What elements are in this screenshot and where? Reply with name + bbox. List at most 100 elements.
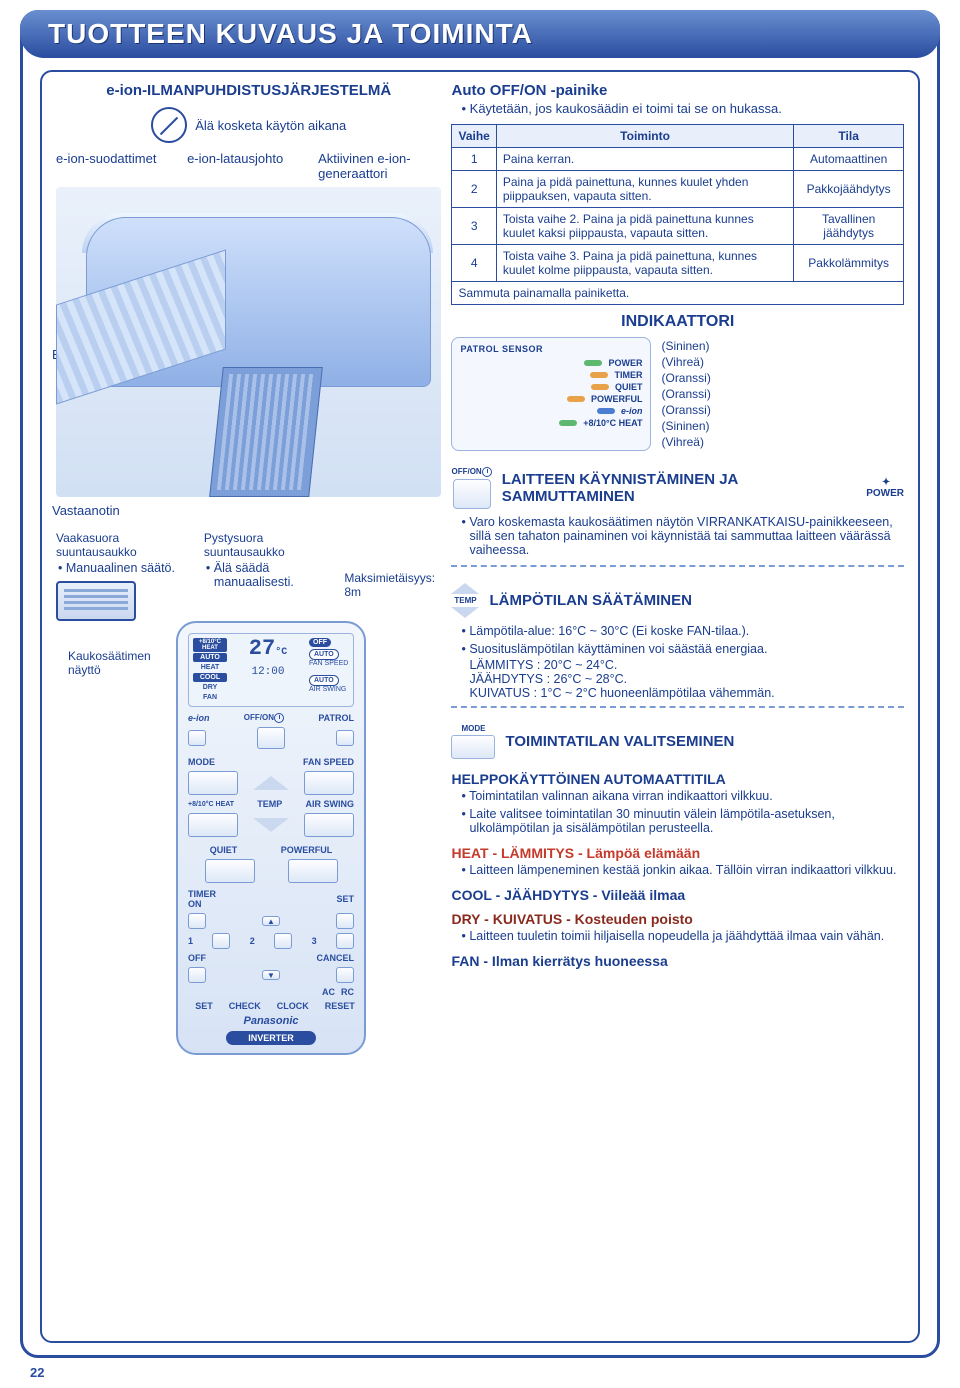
remote-timeron-label: TIMER ON [188, 889, 228, 909]
remote-eion-label: e-ion [188, 713, 210, 723]
temp-bullet-2c: KUIVATUS : 1°C ~ 2°C huoneenlämpötilaa v… [469, 686, 904, 700]
ind-color-1: (Vihreä) [661, 355, 904, 369]
power-symbol-icon [482, 467, 492, 477]
auto-bullet-2: Laite valitsee toimintatilan 30 minuutin… [461, 807, 904, 835]
remote-offon-label: OFF/ON [244, 713, 274, 722]
temp-bullet-2a: LÄMMITYS : 20°C ~ 24°C. [469, 658, 904, 672]
table-row: 2 Paina ja pidä painettuna, kunnes kuule… [452, 171, 904, 208]
remote-rc-label: RC [341, 987, 354, 997]
led-quiet-icon [591, 384, 609, 390]
ind-color-0: (Sininen) [661, 339, 904, 353]
remote-down-button[interactable]: ▼ [262, 970, 280, 980]
remote-offon-button[interactable] [257, 727, 285, 749]
label-receiver: Vastaanotin [52, 503, 120, 518]
led-powerful-icon [567, 396, 585, 402]
indicator-color-list: (Sininen) (Vihreä) (Oranssi) (Oranssi) (… [661, 337, 904, 451]
remote-eion-button[interactable] [188, 730, 206, 746]
remote-off-button[interactable] [188, 967, 206, 983]
patrol-sensor-label: PATROL SENSOR [460, 344, 642, 354]
lcd-heat810: +8/10°C HEAT [193, 638, 227, 652]
remote-patrol-button[interactable] [336, 730, 354, 746]
device-illustration [56, 187, 441, 497]
eion-system-header: e-ion-ILMANPUHDISTUSJÄRJESTELMÄ [56, 82, 441, 99]
remote-mode-button[interactable] [188, 771, 238, 795]
lcd-auto-fan: AUTO [309, 649, 339, 660]
right-column: Auto OFF/ON -painike Käytetään, jos kauk… [451, 82, 904, 1335]
remote-3-button[interactable] [336, 933, 354, 949]
power-mini-label: POWER [866, 488, 904, 499]
temp-bullet-2: Suosituslämpötilan käyttäminen voi sääst… [461, 642, 904, 656]
vertical-louver-note: Älä säädä manuaalisesti. [206, 561, 338, 589]
lcd-auto: AUTO [193, 653, 227, 662]
remote-airswing-button[interactable] [304, 813, 354, 837]
remote-quiet-button[interactable] [205, 859, 255, 883]
temp-title: LÄMPÖTILAN SÄÄTÄMINEN [489, 592, 904, 609]
auto-mode-subtitle: HELPPOKÄYTTÖINEN AUTOMAATTITILA [451, 771, 904, 787]
remote-mode-label: MODE [188, 757, 215, 767]
max-distance: Maksimietäisyys: 8m [344, 531, 441, 621]
divider [451, 706, 904, 708]
left-column: e-ion-ILMANPUHDISTUSJÄRJESTELMÄ Älä kosk… [56, 82, 441, 1335]
cell-action: Paina ja pidä painettuna, kunnes kuulet … [496, 171, 793, 208]
remote-fanspeed-button[interactable] [304, 771, 354, 795]
step-table: Vaihe Toiminto Tila 1 Paina kerran. Auto… [451, 124, 904, 305]
remote-set-button[interactable] [336, 913, 354, 929]
pointer-charging-cord: e-ion-latausjohto [187, 151, 310, 181]
lcd-dry: DRY [193, 683, 227, 692]
fan-subtitle: FAN - Ilman kierrätys huoneessa [451, 953, 904, 969]
remote-up-button[interactable]: ▲ [262, 916, 280, 926]
no-touch-row: Älä kosketa käytön aikana [151, 107, 346, 143]
section-mode: MODE TOIMINTATILAN VALITSEMINEN [451, 724, 904, 759]
cell-action: Paina kerran. [496, 148, 793, 171]
section-temp: TEMP LÄMPÖTILAN SÄÄTÄMINEN [451, 583, 904, 618]
th-step: Vaihe [452, 125, 496, 148]
dry-subtitle: DRY - KUIVATUS - Kosteuden poisto [451, 911, 904, 927]
led-eion-label: e-ion [621, 406, 643, 416]
lcd-fan: FAN [193, 693, 227, 702]
table-row: 1 Paina kerran. Automaattinen [452, 148, 904, 171]
pointer-labels-row: e-ion-suodattimet e-ion-latausjohto Akti… [56, 151, 441, 181]
divider [451, 565, 904, 567]
remote-heat810-label: +8/10°C HEAT [188, 801, 234, 808]
power-symbol-icon [274, 713, 284, 723]
offon-button-icon [453, 479, 491, 509]
ind-color-3: (Oranssi) [661, 387, 904, 401]
cell-step: 2 [452, 171, 496, 208]
th-mode: Tila [794, 125, 904, 148]
remote-fan-down-icon[interactable] [253, 818, 289, 832]
remote-cancel-button[interactable] [336, 967, 354, 983]
dry-bullet-1: Laitteen tuuletin toimii hiljaisella nop… [461, 929, 904, 943]
lcd-temp-unit: °C [275, 647, 287, 658]
table-row: 4 Toista vaihe 3. Paina ja pidä painettu… [452, 245, 904, 282]
table-foot-row: Sammuta painamalla painiketta. [452, 282, 904, 305]
remote-fan-up-icon[interactable] [253, 776, 289, 790]
remote-powerful-button[interactable] [288, 859, 338, 883]
led-quiet-label: QUIET [615, 382, 643, 392]
horizontal-louver-note: Manuaalinen säätö. [58, 561, 198, 575]
remote-lcd: +8/10°C HEAT AUTO HEAT COOL DRY FAN 27°C… [188, 633, 354, 707]
indicator-block: PATROL SENSOR POWER TIMER QUIET POWERFUL… [451, 337, 904, 451]
remote-off-label: OFF [188, 953, 206, 963]
remote-timeron-button[interactable] [188, 913, 206, 929]
remote-fanspeed-label: FAN SPEED [303, 757, 354, 767]
remote-1-label: 1 [188, 936, 193, 946]
lcd-heat: HEAT [193, 663, 227, 672]
start-stop-title: LAITTEEN KÄYNNISTÄMINEN JA SAMMUTTAMINEN [502, 471, 857, 505]
mode-title: TOIMINTATILAN VALITSEMINEN [505, 733, 904, 750]
remote-1-button[interactable] [212, 933, 230, 949]
vertical-louver-title: Pystysuora suuntausaukko [204, 531, 338, 559]
vertical-louver-block: Pystysuora suuntausaukko Älä säädä manua… [204, 531, 338, 621]
led-heat810-label: +8/10°C HEAT [583, 418, 642, 428]
no-touch-label: Älä kosketa käytön aikana [195, 118, 346, 133]
cell-step: 3 [452, 208, 496, 245]
remote-3-label: 3 [312, 936, 317, 946]
cell-mode: Automaattinen [794, 148, 904, 171]
pointer-generator: Aktiivinen e-ion-generaattori [318, 151, 441, 181]
led-powerful-label: POWERFUL [591, 394, 643, 404]
lcd-time: 12:00 [231, 666, 305, 678]
temp-arrows-icon: TEMP [451, 583, 479, 618]
led-heat810-icon [559, 420, 577, 426]
remote-heat810-button[interactable] [188, 813, 238, 837]
remote-2-button[interactable] [274, 933, 292, 949]
content-frame: e-ion-ILMANPUHDISTUSJÄRJESTELMÄ Älä kosk… [40, 70, 920, 1343]
